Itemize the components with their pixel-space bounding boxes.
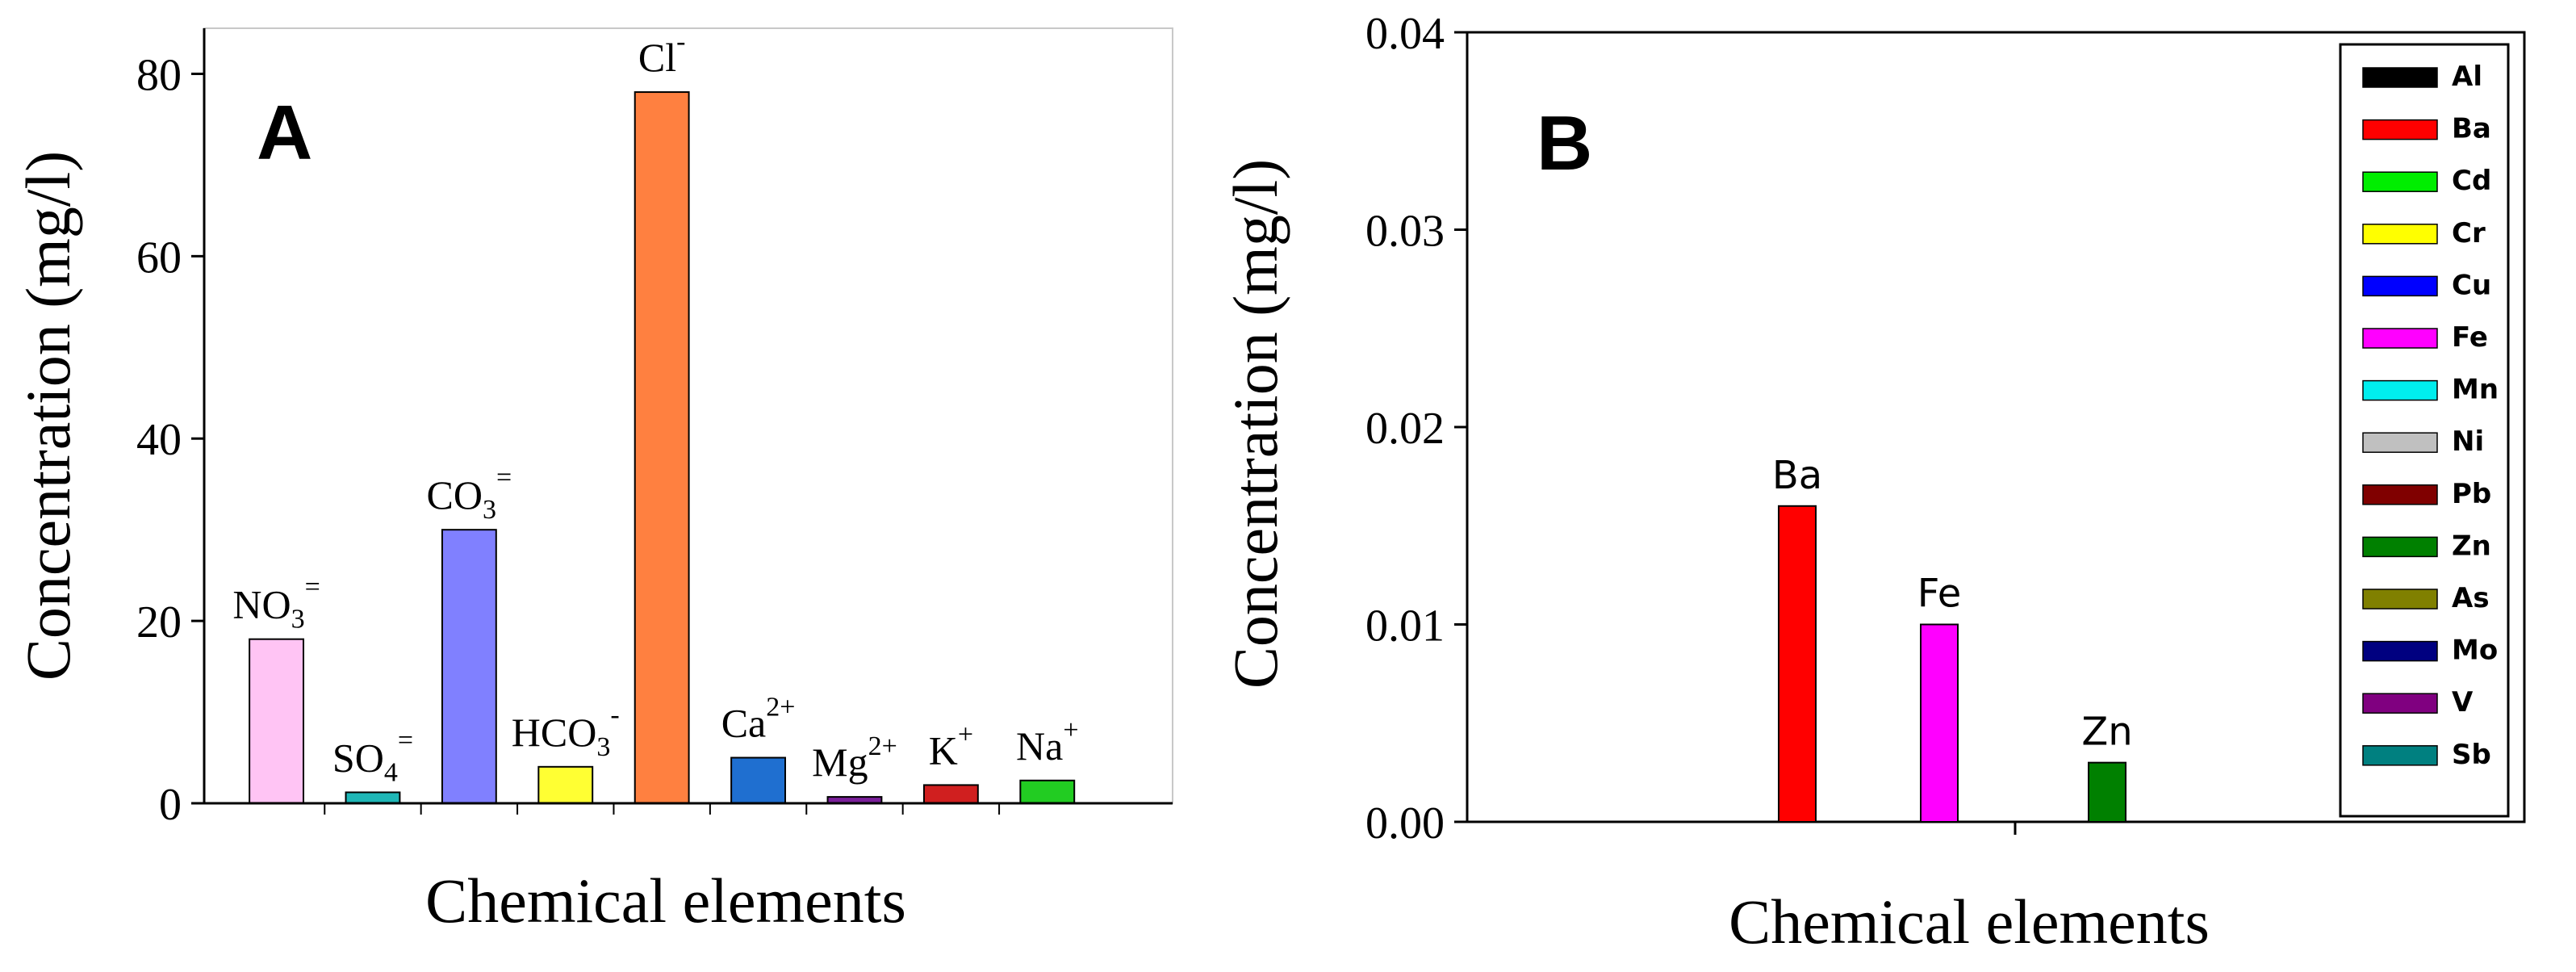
panel-a-bar-label: HCO3- — [512, 700, 620, 762]
panel-a-y-ticks: 0 20 40 60 80 — [136, 50, 204, 830]
panel-a-bar-k — [922, 784, 979, 804]
panel-b-bar-fe — [1920, 623, 1959, 823]
legend-item-zn: Zn — [2362, 530, 2491, 562]
panel-a-y-tick-label: 40 — [136, 415, 182, 465]
legend-swatch — [2362, 693, 2438, 714]
legend-item-fe: Fe — [2362, 321, 2488, 354]
legend-label: Cr — [2452, 217, 2486, 249]
panel-a-bar-label: CO3= — [427, 463, 512, 525]
legend-label: Al — [2452, 61, 2482, 93]
panel-b-bar-ba — [1778, 505, 1817, 823]
panel-a-chart: NO3= SO4= CO3= HCO3- Cl- Ca2+ Mg2+ K+ Na+ 0 20 40 6… — [13, 27, 1173, 936]
legend-swatch — [2362, 224, 2438, 245]
panel-a-y-tick-label: 80 — [136, 50, 182, 100]
panel-a-bar-na — [1019, 779, 1076, 805]
legend-label: Pb — [2452, 478, 2491, 510]
panel-a-bar-label: Na+ — [1016, 715, 1079, 769]
panel-b-legend: Al Ba Cd Cr Cu Fe Mn Ni Pb Zn As Mo V Sb — [2339, 43, 2510, 818]
legend-swatch — [2362, 328, 2438, 349]
legend-swatch — [2362, 119, 2438, 140]
panel-a-y-tick-label: 20 — [136, 597, 182, 647]
panel-b-bars — [1778, 505, 2126, 823]
panel-a-bar-labels: NO3= SO4= CO3= HCO3- Cl- Ca2+ Mg2+ K+ Na+ — [232, 27, 1078, 787]
legend-label: Cu — [2452, 269, 2491, 301]
legend-swatch — [2362, 379, 2438, 401]
panel-b-y-tick-label: 0.01 — [1365, 601, 1445, 651]
legend-label: Zn — [2452, 530, 2491, 562]
legend-swatch — [2362, 745, 2438, 766]
legend-item-mo: Mo — [2362, 635, 2498, 667]
panel-a-x-ticks — [324, 803, 1001, 815]
panel-a-bar-label: SO4= — [332, 725, 413, 787]
panel-b-y-tick-label: 0.04 — [1365, 9, 1445, 59]
panel-a-bar-ca — [730, 756, 787, 805]
legend-label: V — [2452, 686, 2474, 719]
panel-b-legend-items: Al Ba Cd Cr Cu Fe Mn Ni Pb Zn As Mo V Sb — [2362, 61, 2499, 771]
legend-swatch — [2362, 536, 2438, 558]
legend-item-cr: Cr — [2362, 217, 2486, 249]
panel-a-y-tick-label: 60 — [136, 233, 182, 283]
panel-a-bars — [249, 91, 1076, 805]
panel-b-bar-label: Ba — [1772, 453, 1822, 498]
legend-label: Fe — [2452, 321, 2488, 354]
legend-swatch — [2362, 640, 2438, 662]
legend-label: Ba — [2452, 113, 2491, 145]
legend-label: Cd — [2452, 165, 2491, 197]
legend-label: Sb — [2452, 739, 2491, 771]
legend-label: Mo — [2452, 635, 2498, 667]
legend-item-ni: Ni — [2362, 425, 2484, 458]
panel-b-bar-label: Zn — [2081, 710, 2132, 755]
legend-swatch — [2362, 67, 2438, 88]
panel-b-bar-labels: Ba Fe Zn — [1772, 453, 2133, 755]
panel-b-y-ticks: 0.00 0.01 0.02 0.03 0.04 — [1365, 9, 1467, 848]
panel-a-bar-cl — [634, 91, 690, 804]
legend-item-pb: Pb — [2362, 478, 2491, 510]
panel-a-x-axis-label: Chemical elements — [425, 865, 906, 936]
panel-a-bar-label: Ca2+ — [721, 693, 796, 746]
panel-b-chart: Ba Fe Zn 0.00 0.01 0.02 0.03 0.04 B Concentrat… — [1220, 9, 2526, 957]
legend-item-as: As — [2362, 582, 2490, 614]
legend-item-cd: Cd — [2362, 165, 2491, 197]
legend-swatch — [2362, 432, 2438, 453]
panel-a-letter: A — [257, 90, 312, 176]
legend-swatch — [2362, 171, 2438, 192]
panel-b-bar-zn — [2088, 761, 2126, 823]
legend-label: As — [2452, 582, 2490, 614]
legend-item-sb: Sb — [2362, 739, 2491, 771]
panel-b-y-tick-label: 0.03 — [1365, 207, 1445, 257]
panel-b-x-axis-label: Chemical elements — [1729, 886, 2210, 957]
panel-a-bar-label: K+ — [929, 719, 973, 773]
panel-a-bar-so — [345, 791, 401, 805]
legend-swatch — [2362, 589, 2438, 610]
legend-label: Mn — [2452, 374, 2499, 406]
panel-a-bar-label: NO3= — [232, 572, 320, 635]
legend-item-v: V — [2362, 686, 2474, 719]
legend-label: Ni — [2452, 425, 2484, 458]
legend-item-mn: Mn — [2362, 374, 2499, 406]
panel-a-y-tick-label: 0 — [159, 780, 182, 830]
panel-b-bar-label: Fe — [1917, 572, 1962, 617]
legend-item-cu: Cu — [2362, 269, 2491, 301]
legend-item-ba: Ba — [2362, 113, 2491, 145]
legend-swatch — [2362, 275, 2438, 297]
panel-a-bar-hco — [537, 765, 594, 805]
panel-a-bar-no — [249, 638, 304, 804]
legend-swatch — [2362, 484, 2438, 505]
panel-b-y-axis-label: Concentration (mg/l) — [1220, 159, 1290, 689]
panel-a-bar-label: Cl- — [638, 27, 686, 80]
panel-b-y-tick-label: 0.02 — [1365, 404, 1445, 454]
panel-a-bar-label: Mg2+ — [812, 731, 897, 785]
panel-a-y-axis-label: Concentration (mg/l) — [13, 151, 83, 681]
panel-b-letter: B — [1537, 100, 1592, 186]
legend-item-al: Al — [2362, 61, 2482, 93]
panel-b-y-tick-label: 0.00 — [1365, 798, 1445, 848]
panel-a-bar-co — [441, 529, 497, 804]
